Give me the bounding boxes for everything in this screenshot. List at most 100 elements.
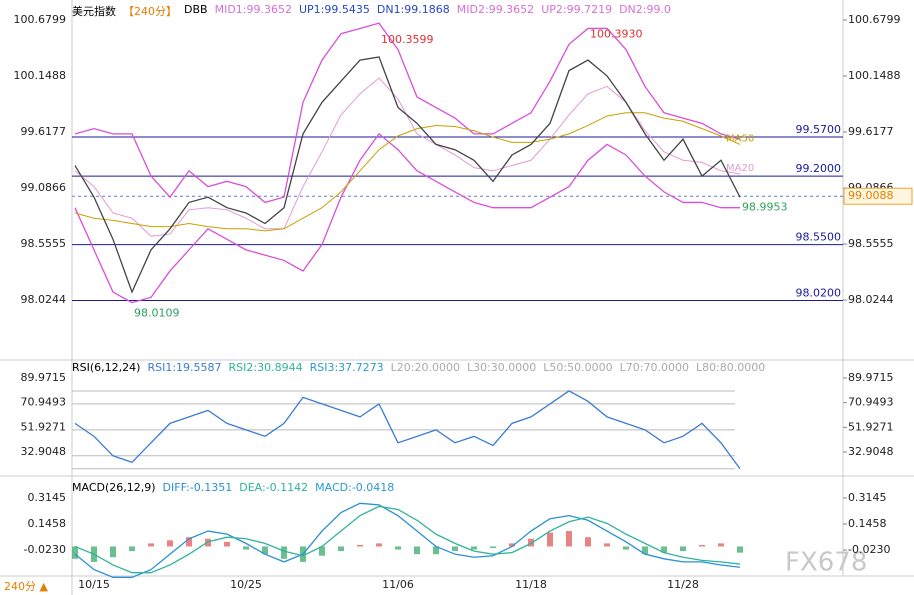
macd-bar <box>547 532 553 547</box>
indicator-value: DIFF:-0.1351 <box>162 481 233 494</box>
macd-bar <box>623 546 629 550</box>
indicator-value: MACD:-0.0418 <box>315 481 395 494</box>
watermark: FX678 <box>785 548 867 578</box>
macd-bar <box>699 544 705 547</box>
indicator: DBB <box>184 3 208 16</box>
y-tick-label: 99.0866 <box>21 181 67 194</box>
main-header: 美元指数 【240分】 DBB MID1:99.3652 UP1:99.5435… <box>72 3 671 19</box>
indicator-value: L30:30.0000 <box>466 361 537 374</box>
last-price-box <box>843 187 913 205</box>
macd-bar <box>376 543 382 547</box>
y-tick-label: 98.0244 <box>21 293 67 306</box>
macd-bar <box>490 546 496 549</box>
y-tick-label: 100.6799 <box>14 13 67 26</box>
level-label: 99.5700 <box>796 123 842 136</box>
series-line <box>74 132 740 304</box>
series-line <box>74 112 741 232</box>
y-tick-label: 0.3145 <box>28 491 67 504</box>
macd-bar <box>680 546 686 552</box>
level-label: 98.5500 <box>796 231 842 244</box>
macd-bar <box>167 540 173 547</box>
y-tick-label: 100.6799 <box>848 13 901 26</box>
y-tick-label: 70.9493 <box>848 396 894 409</box>
rsi-header: RSI(6,12,24) RSI1:19.5587 RSI2:30.8944 R… <box>72 361 765 374</box>
y-tick-label: 51.9271 <box>848 420 894 433</box>
indicator-value: DN1:99.1868 <box>376 3 450 16</box>
macd-bar <box>414 546 420 555</box>
y-tick-label: 98.5555 <box>21 237 67 250</box>
indicator-value: RSI2:30.8944 <box>228 361 303 374</box>
level-label: 99.2000 <box>796 162 842 175</box>
macd-bar <box>452 546 458 552</box>
macd-bar <box>433 546 439 555</box>
x-tick-label: 11/18 <box>515 578 547 591</box>
series-label: MA50 <box>726 133 754 144</box>
price-annotation: 100.3930 <box>590 27 643 40</box>
y-tick-label: 98.5555 <box>848 237 894 250</box>
y-tick-label: 89.9715 <box>21 371 67 384</box>
series-label: MA20 <box>726 163 754 174</box>
macd-bar <box>319 546 325 556</box>
series-line <box>74 22 741 204</box>
macd-bar <box>281 546 287 559</box>
x-tick-label: 10/25 <box>230 578 262 591</box>
macd-bar <box>186 537 192 547</box>
price-annotation: 100.3599 <box>381 33 434 46</box>
indicator-value: RSI3:37.7273 <box>309 361 384 374</box>
macd-bar <box>737 546 743 553</box>
y-tick-label: 99.6177 <box>848 125 894 138</box>
y-tick-label: 89.9715 <box>848 371 894 384</box>
macd-bar <box>338 546 344 552</box>
indicator-value: RSI1:19.5587 <box>147 361 222 374</box>
y-tick-label: 0.1458 <box>28 517 67 530</box>
price-annotation: 98.0109 <box>134 306 180 319</box>
y-tick-label: 0.3145 <box>848 491 887 504</box>
indicator-value: L70:70.0000 <box>619 361 689 374</box>
series-line <box>74 77 741 237</box>
macd-bar <box>471 546 477 550</box>
x-tick-label: 11/28 <box>667 578 699 591</box>
macd-bar <box>148 543 154 547</box>
period-selector: 240分 ▲ <box>4 580 48 593</box>
macd-bar <box>110 546 116 558</box>
y-tick-label: -0.0230 <box>848 543 890 556</box>
indicator-value: MID2:99.3652 <box>456 3 535 16</box>
indicator-value: DEA:-0.1142 <box>239 481 309 494</box>
price-annotation: 98.9953 <box>742 201 788 214</box>
y-tick-label: 32.9048 <box>21 445 67 458</box>
y-tick-label: 100.1488 <box>848 69 901 82</box>
macd-bar <box>262 546 268 555</box>
level-label: 98.0200 <box>796 286 842 299</box>
macd-bar <box>72 546 78 559</box>
period: 【240分】 <box>123 5 177 18</box>
y-tick-label: 51.9271 <box>21 420 67 433</box>
x-tick-label: 11/06 <box>382 578 414 591</box>
y-tick-label: 98.0244 <box>848 293 894 306</box>
y-tick-label: -0.0230 <box>24 543 66 556</box>
macd-bar <box>509 543 515 547</box>
macd-bar <box>129 546 135 552</box>
macd-bar <box>357 544 363 547</box>
macd-bar <box>243 546 249 550</box>
macd-bar <box>661 546 667 553</box>
y-tick-label: 100.1488 <box>14 69 67 82</box>
x-tick-label: 10/15 <box>78 578 110 591</box>
series-line <box>74 390 741 470</box>
y-tick-label: 70.9493 <box>21 396 67 409</box>
macd-bar <box>566 531 572 547</box>
series-line <box>74 502 741 578</box>
series-line <box>74 505 741 574</box>
indicator-value: L20:20.0000 <box>390 361 460 374</box>
y-tick-label: 0.1458 <box>848 517 887 530</box>
macd-header: MACD(26,12,9) DIFF:-0.1351 DEA:-0.1142 M… <box>72 481 394 494</box>
indicator-value: MID1:99.3652 <box>214 3 292 16</box>
macd-bar <box>604 543 610 547</box>
indicator-value: L50:50.0000 <box>543 361 613 374</box>
y-tick-label: 99.6177 <box>21 125 67 138</box>
indicator-value: L80:80.0000 <box>695 361 766 374</box>
title: RSI(6,12,24) <box>72 361 141 374</box>
macd-bar <box>224 541 230 547</box>
series-line <box>74 56 741 294</box>
